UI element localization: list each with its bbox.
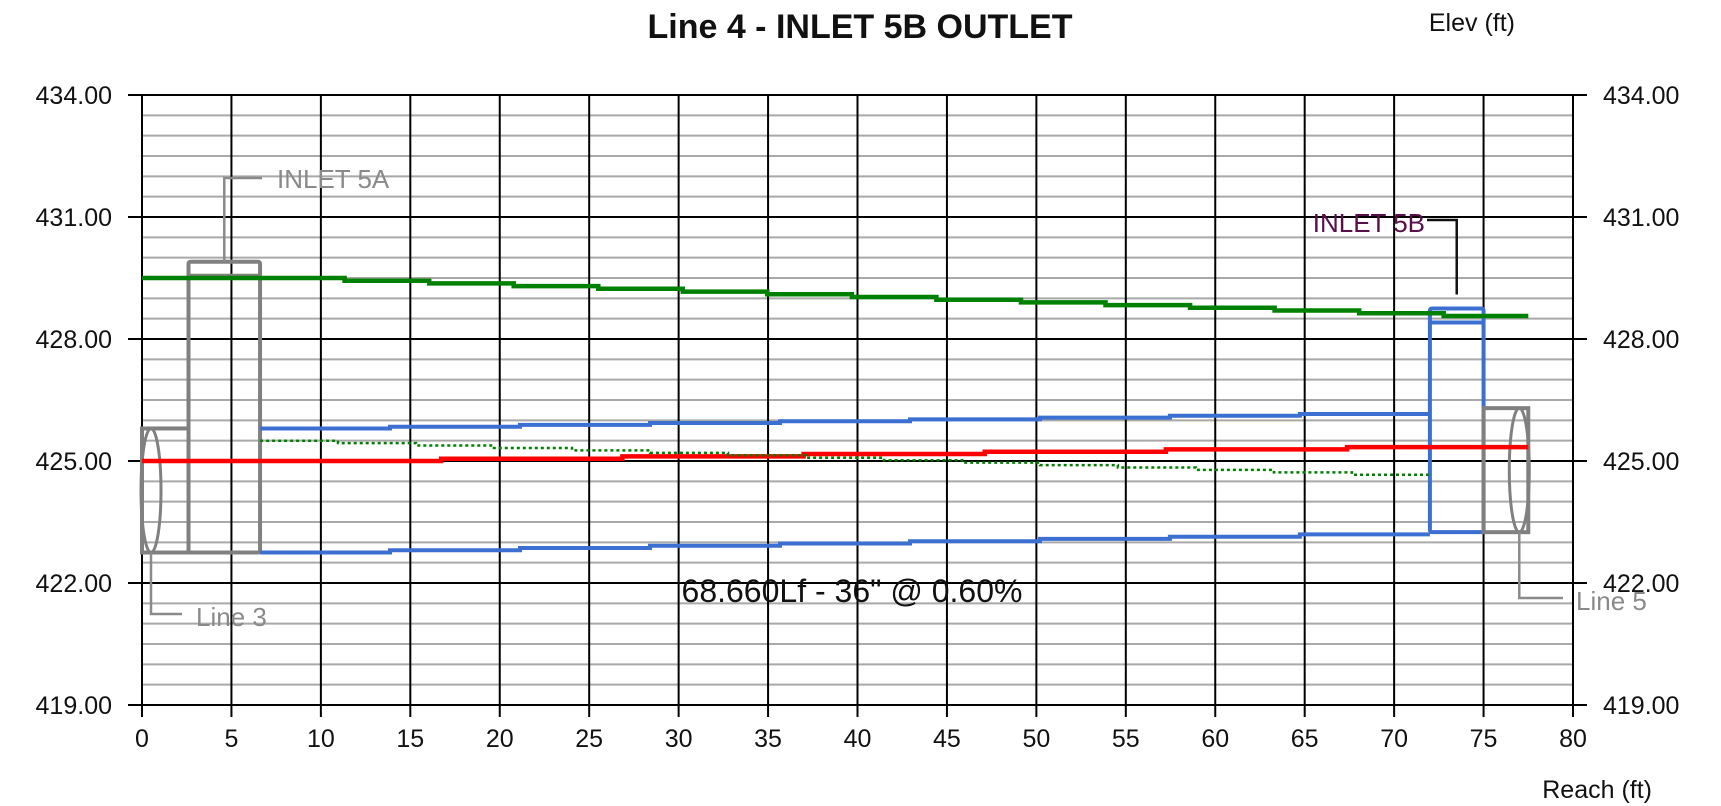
y-tick-label-left: 434.00 (36, 82, 112, 110)
annotation-leader (149, 552, 182, 616)
structure-label: Line 3 (196, 602, 267, 632)
pipe-end (140, 426, 191, 555)
x-tick-label: 35 (754, 725, 782, 753)
x-tick-label: 15 (396, 725, 424, 753)
x-tick-label: 10 (307, 725, 335, 753)
axis-ticks (141, 705, 1574, 717)
x-tick-label: 20 (486, 725, 514, 753)
x-tick-label: 80 (1559, 725, 1587, 753)
y-tick-label-left: 425.00 (36, 448, 112, 476)
x-tick-label: 55 (1112, 725, 1140, 753)
hgl-line (142, 444, 1529, 464)
y-tick-label-left: 428.00 (36, 326, 112, 354)
x-tick-label: 30 (665, 725, 693, 753)
structure-label: INLET 5A (277, 164, 390, 194)
y-axis-label: Elev (ft) (1429, 9, 1515, 37)
y-tick-label-right: 434.00 (1603, 82, 1679, 110)
structure-annotations: Line 3 INLET 5A INLET 5B Line 5 (149, 164, 1647, 632)
y-tick-label-left: 419.00 (36, 692, 112, 720)
y-tick-label-right: 425.00 (1603, 448, 1679, 476)
hgl-dotted-line (260, 439, 1430, 477)
y-tick-label-left: 422.00 (36, 570, 112, 598)
x-tick-label: 25 (575, 725, 603, 753)
x-tick-label: 40 (844, 725, 872, 753)
annotation-leader (223, 176, 262, 262)
structure-label: INLET 5B (1313, 208, 1425, 238)
y-tick-label-right: 419.00 (1603, 692, 1679, 720)
x-tick-label: 60 (1201, 725, 1229, 753)
structure-label: Line 5 (1576, 586, 1647, 616)
annotation-leader (1427, 218, 1458, 295)
y-tick-label-right: 431.00 (1603, 204, 1679, 232)
pipe-label: 68.660Lf - 36" @ 0.60% (682, 573, 1023, 609)
egl-line (142, 275, 1529, 319)
x-tick-label: 75 (1470, 725, 1498, 753)
profile-marks (139, 259, 1531, 555)
pipe-crown-line (260, 412, 1430, 431)
x-tick-label: 70 (1380, 725, 1408, 753)
y-tick-label-left: 431.00 (36, 204, 112, 232)
annotation-leader (1518, 532, 1563, 600)
x-tick-label: 50 (1022, 725, 1050, 753)
pipe-invert-line (260, 532, 1430, 555)
x-tick-label: 65 (1291, 725, 1319, 753)
y-tick-label-right: 428.00 (1603, 326, 1679, 354)
x-axis-label: Reach (ft) (1542, 776, 1652, 804)
x-tick-label: 0 (135, 725, 149, 753)
x-tick-label: 5 (224, 725, 238, 753)
tick-labels: 0 5 10 15 20 25 30 35 40 45 50 55 60 65 70 75 80 419.00 41… (36, 82, 1680, 753)
structure-box (186, 259, 263, 555)
chart-title: Line 4 - INLET 5B OUTLET (647, 8, 1072, 46)
x-tick-label: 45 (933, 725, 961, 753)
pipe-end (1481, 406, 1531, 535)
y-tick-label-right: 422.00 (1603, 570, 1679, 598)
